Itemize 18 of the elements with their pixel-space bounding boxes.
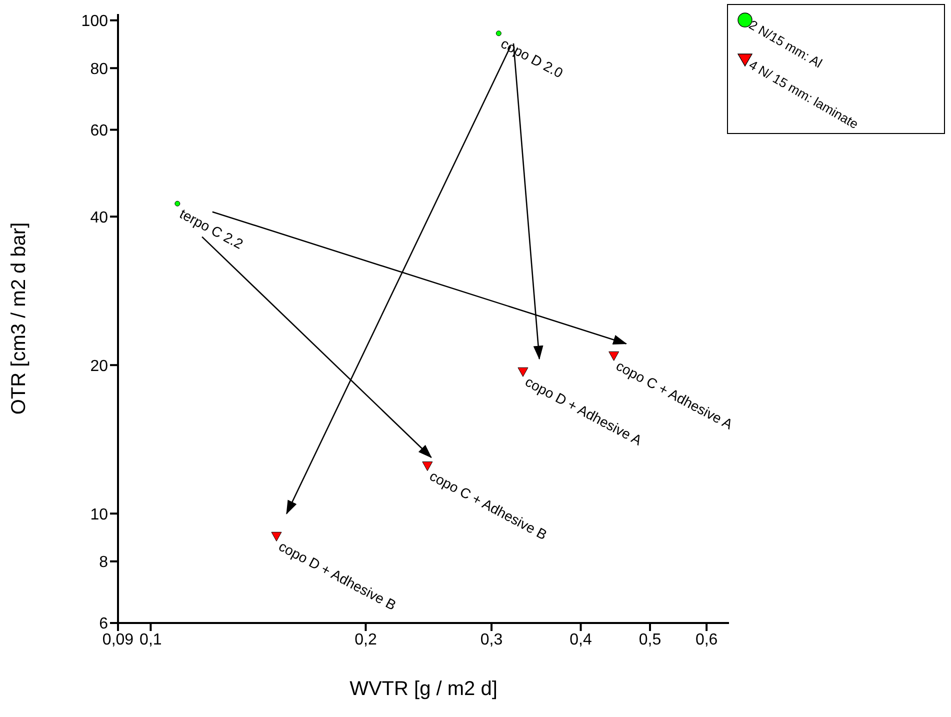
y-tick-label: 10 (90, 506, 108, 524)
y-tick-label: 80 (90, 60, 108, 78)
x-tick-label: 0,2 (354, 631, 377, 648)
y-axis-title: OTR [cm3 / m2 d bar] (8, 222, 30, 415)
x-axis-title: WVTR [g / m2 d] (350, 678, 498, 700)
x-tick-label: 0,3 (480, 631, 503, 648)
x-tick-label: 0,1 (140, 631, 162, 648)
y-tick-label: 6 (99, 616, 108, 633)
x-tick-label: 0,5 (638, 631, 662, 648)
y-tick-label: 40 (90, 209, 108, 226)
x-tick-label: 0,09 (102, 631, 134, 648)
annotation: terpo C 2.2 (177, 205, 246, 252)
x-tick-label: 0,6 (695, 631, 718, 648)
y-tick-label: 20 (90, 358, 108, 375)
y-tick-label: 8 (99, 554, 108, 572)
x-tick-label: 0,4 (570, 631, 592, 648)
y-tick-label: 60 (90, 122, 108, 140)
y-tick-label: 100 (81, 13, 108, 30)
